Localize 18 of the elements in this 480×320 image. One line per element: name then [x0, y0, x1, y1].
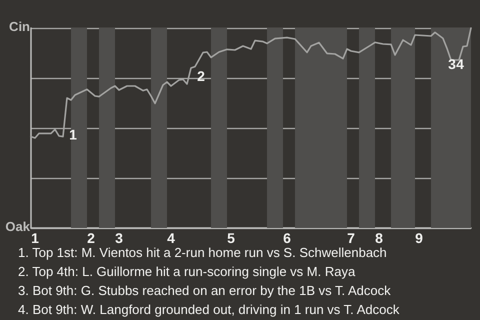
x-tick-label: 4: [167, 230, 176, 246]
x-tick-label: 3: [115, 230, 124, 246]
text: 2. Top 4th: L. Guillorme hit a run-scoring single vs M. Raya: [18, 264, 356, 279]
x-tick-label: 5: [227, 230, 236, 246]
x-tick-label: 9: [415, 230, 424, 246]
annotation: 3: [448, 56, 456, 72]
x-tick-label: 2: [87, 230, 96, 246]
x-tick-label: 6: [283, 230, 292, 246]
annotation: 4: [456, 56, 464, 72]
annotation: 1: [69, 126, 78, 143]
text: 1. Top 1st: M. Vientos hit a 2-run home run vs S. Schwellenbach: [18, 245, 387, 260]
x-tick-label: 7: [347, 230, 356, 246]
x-tick-label: 1: [31, 230, 40, 246]
text: Oak: [5, 219, 31, 234]
x-tick-label: 8: [375, 230, 384, 246]
text: Cin: [9, 19, 30, 34]
text: 4. Bot 9th: W. Langford grounded out, driving in 1 run vs T. Adcock: [18, 302, 400, 317]
text: 3. Bot 9th: G. Stubbs reached on an error by the 1B vs T. Adcock: [18, 283, 392, 298]
